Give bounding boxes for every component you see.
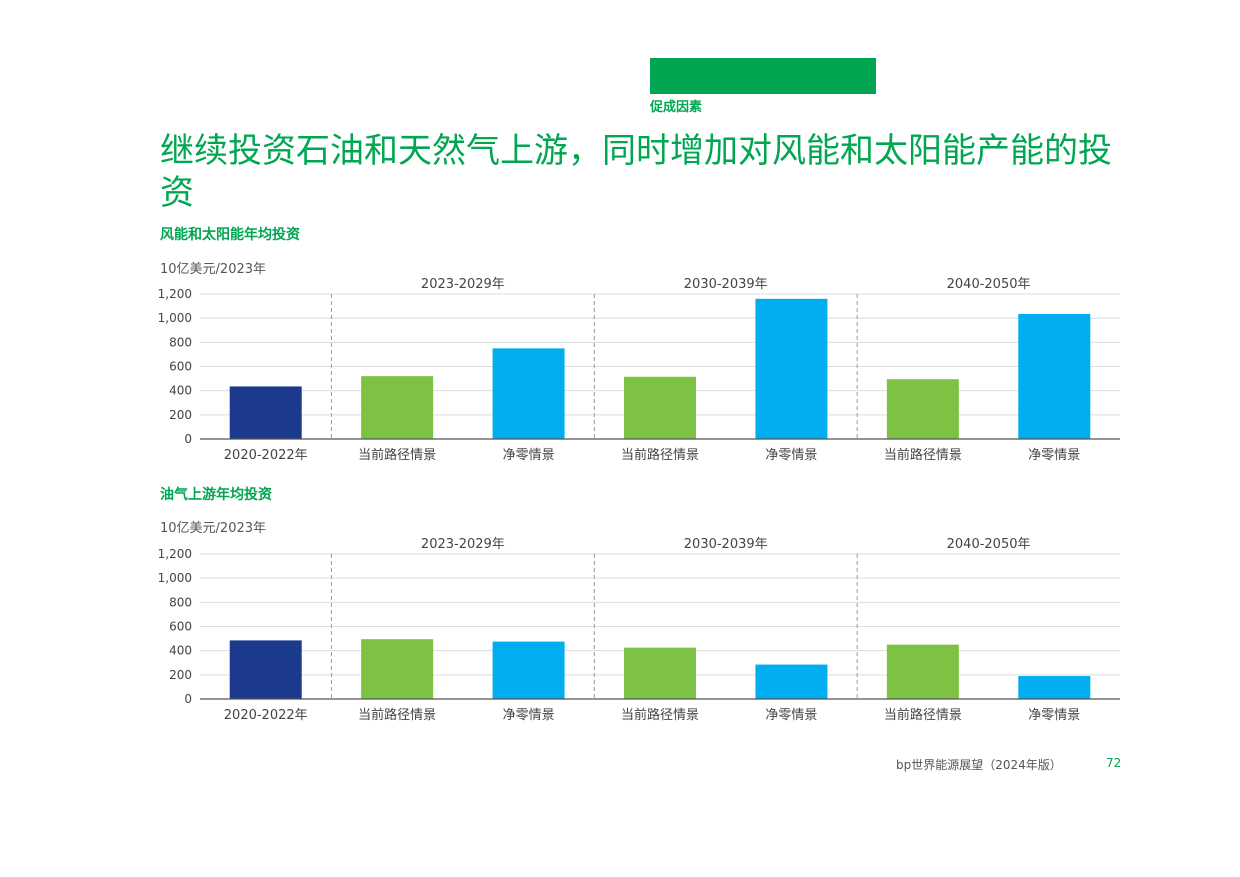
bar-1 (229, 386, 302, 439)
y-tick-label: 800 (169, 335, 192, 349)
period-label: 2030-2039年 (684, 277, 768, 292)
wind-solar-investment-chart: 0 200 400 600 800 1,000 1,200 2023-2029年 2030-20… (158, 277, 1120, 463)
y-tick-label: 1,200 (158, 547, 192, 561)
x-tick-label: 2020-2022年 (224, 708, 308, 723)
x-tick-label: 当前路径情景 (358, 707, 436, 723)
chart-1-unit-label: 10亿美元/2023年 (160, 262, 267, 277)
period-label: 2023-2029年 (421, 537, 505, 552)
x-tick-label: 净零情景 (1028, 708, 1080, 723)
x-tick-label: 当前路径情景 (621, 707, 699, 723)
bar-5 (755, 298, 828, 439)
bar-3 (492, 641, 565, 699)
y-tick-label: 400 (169, 644, 192, 658)
chart-2-unit-label: 10亿美元/2023年 (160, 521, 267, 536)
period-label: 2040-2050年 (947, 537, 1031, 552)
bar-7 (1018, 313, 1091, 439)
oil-gas-upstream-investment-chart: 0 200 400 600 800 1,000 1,200 2023-2029年 2030-20… (158, 537, 1120, 723)
page-number: 72 (1106, 756, 1122, 770)
x-tick-label: 净零情景 (765, 448, 817, 463)
y-tick-label: 600 (169, 620, 192, 634)
y-tick-label: 1,000 (158, 311, 192, 325)
y-tick-label: 400 (169, 384, 192, 398)
period-label: 2023-2029年 (421, 277, 505, 292)
x-tick-label: 净零情景 (503, 708, 555, 723)
x-tick-label: 当前路径情景 (621, 447, 699, 463)
x-tick-label: 当前路径情景 (358, 447, 436, 463)
bar-4 (624, 376, 696, 439)
bar-3 (492, 348, 565, 439)
section-color-bar (650, 58, 876, 94)
chart-2-title: 油气上游年均投资 (160, 487, 272, 503)
bar-5 (755, 664, 828, 699)
bar-2 (361, 639, 434, 699)
y-tick-label: 200 (169, 668, 192, 682)
period-label: 2040-2050年 (947, 277, 1031, 292)
x-tick-label: 当前路径情景 (884, 707, 962, 723)
y-tick-label: 800 (169, 595, 192, 609)
chart-1-title: 风能和太阳能年均投资 (160, 227, 300, 243)
y-tick-label: 1,200 (158, 287, 192, 301)
bar-6 (886, 379, 959, 439)
bar-4 (624, 647, 696, 699)
x-tick-label: 2020-2022年 (224, 448, 308, 463)
bar-2 (361, 376, 434, 439)
bar-1 (229, 640, 302, 699)
x-tick-label: 净零情景 (765, 708, 817, 723)
y-tick-label: 0 (184, 692, 192, 706)
page-title: 继续投资石油和天然气上游，同时增加对风能和太阳能产能的投资 (160, 131, 1112, 213)
footer-publication: bp世界能源展望（2024年版） (896, 758, 1062, 772)
y-tick-label: 200 (169, 408, 192, 422)
period-label: 2030-2039年 (684, 537, 768, 552)
x-tick-label: 净零情景 (503, 448, 555, 463)
y-tick-label: 600 (169, 360, 192, 374)
y-tick-label: 0 (184, 432, 192, 446)
bar-6 (886, 644, 959, 699)
section-label: 促成因素 (650, 100, 703, 115)
y-tick-label: 1,000 (158, 571, 192, 585)
bar-7 (1018, 676, 1091, 699)
x-tick-label: 当前路径情景 (884, 447, 962, 463)
x-tick-label: 净零情景 (1028, 448, 1080, 463)
